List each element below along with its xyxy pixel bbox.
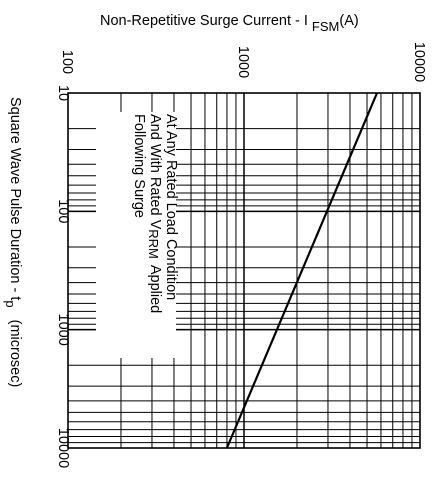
annotation: At Any Rated Load Condition And With Rat…	[131, 114, 179, 313]
y-tick-label: 10000	[55, 428, 71, 468]
y-tick-text: 1000	[55, 314, 71, 346]
annotation-box	[96, 112, 176, 358]
ylabel-main: Square Wave Pulse Duration - t	[7, 97, 23, 300]
annotation-line-2: And With Rated VRRM Applied	[146, 114, 163, 313]
annotation-line-2-a: And With Rated V	[147, 114, 163, 230]
x-tick-label: 100	[59, 50, 75, 74]
x-tick-text: 100	[59, 50, 75, 74]
series-line	[225, 92, 379, 449]
ylabel-sub: p	[3, 300, 18, 307]
y-axis-title: Square Wave Pulse Duration - tp (microsec…	[3, 97, 23, 387]
x-tick-text: 10000	[411, 42, 427, 82]
annotation-line-1: At Any Rated Load Condition	[163, 114, 179, 300]
chart-title: Non-Repetitive Surge Current - I FSM(A)	[100, 13, 359, 34]
title-unit: (A)	[339, 13, 358, 29]
x-tick-label: 10000	[411, 42, 427, 82]
y-tick-text: 10000	[55, 428, 71, 468]
y-tick-label: 10	[55, 85, 71, 101]
ylabel-unit: (microsec)	[7, 320, 23, 388]
y-tick-label: 100	[55, 199, 71, 223]
y-tick-text: 10	[55, 85, 71, 101]
svg-text:Square Wave Pulse Duration - t: Square Wave Pulse Duration - tp (microsec…	[3, 97, 23, 387]
title-main: Non-Repetitive Surge Current - I	[100, 13, 308, 29]
y-tick-text: 100	[55, 199, 71, 223]
x-tick-label: 1000	[235, 46, 251, 78]
tick-labels: 100 1000 10000 10 100 1000 10000	[55, 42, 427, 468]
annotation-line-2-b: Applied	[147, 265, 163, 313]
annotation-line-2-sub: RRM	[146, 229, 161, 259]
annotation-line-3: Following Surge	[131, 114, 147, 218]
series-layer	[225, 92, 379, 449]
x-tick-text: 1000	[235, 46, 251, 78]
y-tick-label: 1000	[55, 314, 71, 346]
title-sub: FSM	[312, 19, 339, 34]
